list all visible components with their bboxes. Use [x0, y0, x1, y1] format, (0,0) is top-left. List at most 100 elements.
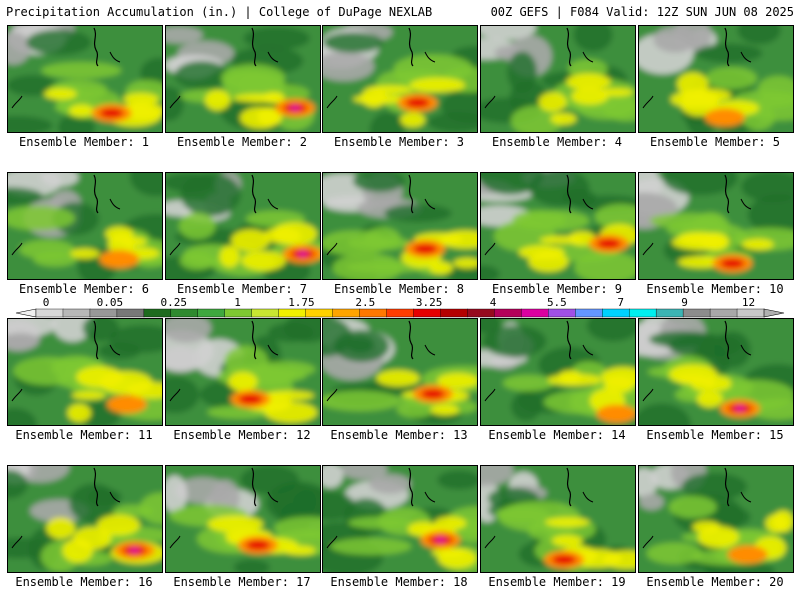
- colorbar-tick-label: 0.05: [97, 296, 124, 309]
- colorbar-swatch: [143, 308, 172, 318]
- colorbar-tick-label: 0: [43, 296, 50, 309]
- ensemble-member-map: [480, 318, 636, 426]
- precip-field: [8, 26, 162, 132]
- colorbar-tick-label: 7: [617, 296, 624, 309]
- colorbar-swatch: [35, 308, 64, 318]
- ensemble-member-map: [7, 25, 163, 133]
- ensemble-member-map: [7, 318, 163, 426]
- ensemble-member-map: [7, 465, 163, 573]
- colorbar-swatch: [709, 308, 738, 318]
- ensemble-member-map: [165, 318, 321, 426]
- ensemble-member-label: Ensemble Member: 18: [330, 575, 468, 589]
- colorbar-swatch: [170, 308, 199, 318]
- colorbar-swatch: [655, 308, 684, 318]
- colorbar-swatch: [197, 308, 226, 318]
- ensemble-member-map: [480, 172, 636, 280]
- precip-field: [166, 319, 320, 425]
- ensemble-member-label: Ensemble Member: 15: [646, 428, 784, 442]
- colorbar-swatch: [682, 308, 711, 318]
- precip-field: [323, 26, 477, 132]
- ensemble-member-label: Ensemble Member: 13: [330, 428, 468, 442]
- colorbar-swatch: [575, 308, 603, 318]
- ensemble-member-label: Ensemble Member: 16: [15, 575, 153, 589]
- ensemble-member-label: Ensemble Member: 10: [646, 282, 784, 296]
- ensemble-member-map: [165, 172, 321, 280]
- colorbar-tick-label: 0.25: [160, 296, 187, 309]
- ensemble-member-map: [7, 172, 163, 280]
- ensemble-member-map: [322, 25, 478, 133]
- precip-field: [639, 173, 793, 279]
- ensemble-member-map: [638, 25, 794, 133]
- ensemble-member-map: [165, 465, 321, 573]
- colorbar-swatch: [467, 308, 495, 318]
- ensemble-member-map: [165, 25, 321, 133]
- ensemble-member-label: Ensemble Member: 2: [176, 135, 308, 149]
- ensemble-member-label: Ensemble Member: 20: [646, 575, 784, 589]
- precip-field: [639, 26, 793, 132]
- ensemble-member-label: Ensemble Member: 6: [18, 282, 150, 296]
- colorbar-swatch: [251, 308, 280, 318]
- colorbar-swatch: [628, 308, 657, 318]
- colorbar-tick-label: 1.75: [288, 296, 315, 309]
- colorbar-swatch: [305, 308, 334, 318]
- precip-field: [8, 466, 162, 572]
- ensemble-member-label: Ensemble Member: 4: [491, 135, 623, 149]
- ensemble-member-map: [322, 172, 478, 280]
- precip-field: [323, 319, 477, 425]
- precip-field: [481, 466, 635, 572]
- ensemble-member-label: Ensemble Member: 1: [18, 135, 150, 149]
- colorbar-swatch: [278, 308, 307, 318]
- ensemble-member-label: Ensemble Member: 17: [173, 575, 311, 589]
- colorbar-swatch: [736, 308, 765, 318]
- colorbar-swatch: [116, 308, 145, 318]
- ensemble-member-label: Ensemble Member: 19: [488, 575, 626, 589]
- precip-field: [481, 173, 635, 279]
- colorbar-tick-label: 12: [742, 296, 755, 309]
- precip-field: [639, 466, 793, 572]
- ensemble-member-label: Ensemble Member: 14: [488, 428, 626, 442]
- ensemble-member-map: [638, 318, 794, 426]
- colorbar-swatch: [332, 308, 361, 318]
- ensemble-member-map: [480, 25, 636, 133]
- colorbar-swatch: [440, 308, 469, 318]
- ensemble-member-label: Ensemble Member: 7: [176, 282, 308, 296]
- precip-field: [481, 319, 635, 425]
- colorbar-swatch: [224, 308, 253, 318]
- colorbar-swatch: [359, 308, 388, 318]
- colorbar-swatch: [413, 308, 442, 318]
- precip-field: [166, 466, 320, 572]
- colorbar-tick-label: 9: [681, 296, 688, 309]
- ensemble-member-label: Ensemble Member: 5: [649, 135, 781, 149]
- model-run-info: 00Z GEFS | F084 Valid: 12Z SUN JUN 08 20…: [490, 5, 794, 19]
- precip-field: [639, 319, 793, 425]
- colorbar-max-arrow: [763, 308, 785, 318]
- ensemble-member-label: Ensemble Member: 3: [333, 135, 465, 149]
- precip-field: [323, 173, 477, 279]
- precip-field: [8, 319, 162, 425]
- precip-field: [166, 26, 320, 132]
- colorbar-min-arrow: [15, 308, 37, 318]
- colorbar-swatch: [494, 308, 522, 318]
- colorbar-tick-label: 2.5: [355, 296, 375, 309]
- colorbar-tick-label: 3.25: [416, 296, 443, 309]
- ensemble-member-label: Ensemble Member: 11: [15, 428, 153, 442]
- precip-field: [8, 173, 162, 279]
- colorbar-tick-label: 4: [490, 296, 497, 309]
- ensemble-member-map: [638, 465, 794, 573]
- precip-field: [481, 26, 635, 132]
- precip-field: [323, 466, 477, 572]
- precip-field: [166, 173, 320, 279]
- ensemble-member-map: [322, 318, 478, 426]
- precip-colorbar: 0 0.05 0.25 1 1.75 2.5 3.25 4 5.5 7 9 12: [15, 296, 785, 318]
- colorbar-swatch: [89, 308, 118, 318]
- colorbar-swatch: [548, 308, 576, 318]
- map-title: Precipitation Accumulation (in.) | Colle…: [6, 5, 433, 19]
- colorbar-swatch: [602, 308, 630, 318]
- colorbar-swatch: [521, 308, 549, 318]
- ensemble-member-map: [638, 172, 794, 280]
- ensemble-member-map: [480, 465, 636, 573]
- colorbar-swatch: [386, 308, 415, 318]
- colorbar-tick-label: 5.5: [547, 296, 567, 309]
- colorbar-swatch: [62, 308, 91, 318]
- colorbar-tick-label: 1: [234, 296, 241, 309]
